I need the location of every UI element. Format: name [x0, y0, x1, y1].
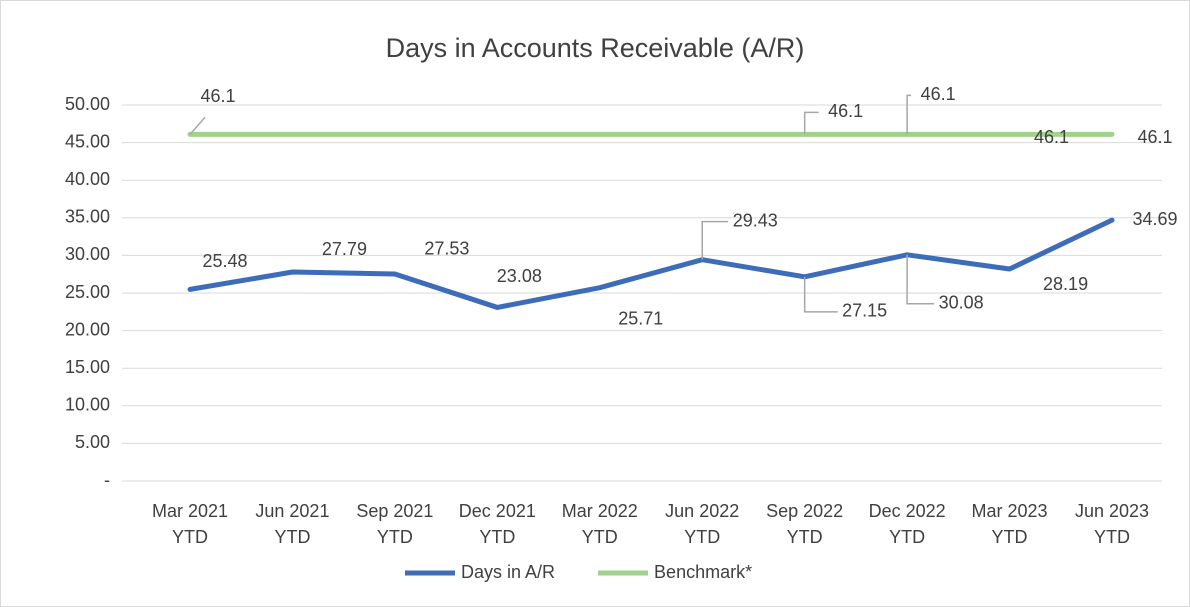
- line-series: [187, 217, 1115, 310]
- x-tick-label: Mar 2023 YTD: [971, 501, 1048, 547]
- leader-line: [906, 254, 935, 305]
- legend-label: Benchmark*: [654, 562, 752, 582]
- y-tick-label: 40.00: [65, 169, 110, 189]
- data-label: 46.1: [921, 84, 956, 104]
- x-tick-label: Sep 2022 YTD: [766, 501, 844, 547]
- leader-line: [189, 116, 206, 135]
- leader-line: [701, 220, 729, 260]
- data-label: 34.69: [1132, 209, 1177, 229]
- leader-line: [803, 111, 819, 135]
- x-tick-label: Mar 2022 YTD: [561, 501, 638, 547]
- legend-label: Days in A/R: [461, 562, 555, 582]
- x-tick-label: Sep 2021 YTD: [356, 501, 434, 547]
- y-tick-label: 10.00: [65, 395, 110, 415]
- data-label: 25.48: [202, 251, 247, 271]
- data-label: 29.43: [733, 210, 778, 230]
- chart-title: Days in Accounts Receivable (A/R): [386, 33, 805, 63]
- x-tick-label: Jun 2021 YTD: [255, 501, 330, 547]
- x-tick-label: Dec 2021 YTD: [458, 501, 536, 547]
- data-label: 27.15: [842, 301, 887, 321]
- y-tick-label: 45.00: [65, 131, 110, 151]
- x-tick-label: Dec 2022 YTD: [868, 501, 946, 547]
- y-tick-label: 15.00: [65, 357, 110, 377]
- leader-line: [906, 94, 912, 135]
- y-tick-label: 35.00: [65, 207, 110, 227]
- data-label: 25.71: [618, 308, 663, 328]
- data-label: 27.79: [322, 239, 367, 259]
- leader-line: [803, 276, 838, 313]
- y-tick-label: -: [104, 470, 110, 490]
- data-label: 46.1: [1137, 127, 1172, 147]
- y-tick-label: 30.00: [65, 244, 110, 264]
- data-label: 46.1: [1034, 127, 1069, 147]
- x-tick-label: Jun 2022 YTD: [665, 501, 740, 547]
- data-label: 27.53: [424, 239, 469, 259]
- y-tick-label: 5.00: [75, 432, 110, 452]
- y-tick-label: 25.00: [65, 282, 110, 302]
- x-tick-label: Mar 2021 YTD: [151, 501, 229, 547]
- data-label: 30.08: [939, 293, 984, 313]
- data-label: 23.08: [497, 266, 542, 286]
- y-tick-label: 50.00: [65, 94, 110, 114]
- data-label: 46.1: [200, 86, 235, 106]
- y-tick-label: 20.00: [65, 319, 110, 339]
- data-label: 46.1: [828, 101, 863, 121]
- x-tick-label: Jun 2023 YTD: [1074, 501, 1150, 547]
- data-label: 28.19: [1043, 274, 1088, 294]
